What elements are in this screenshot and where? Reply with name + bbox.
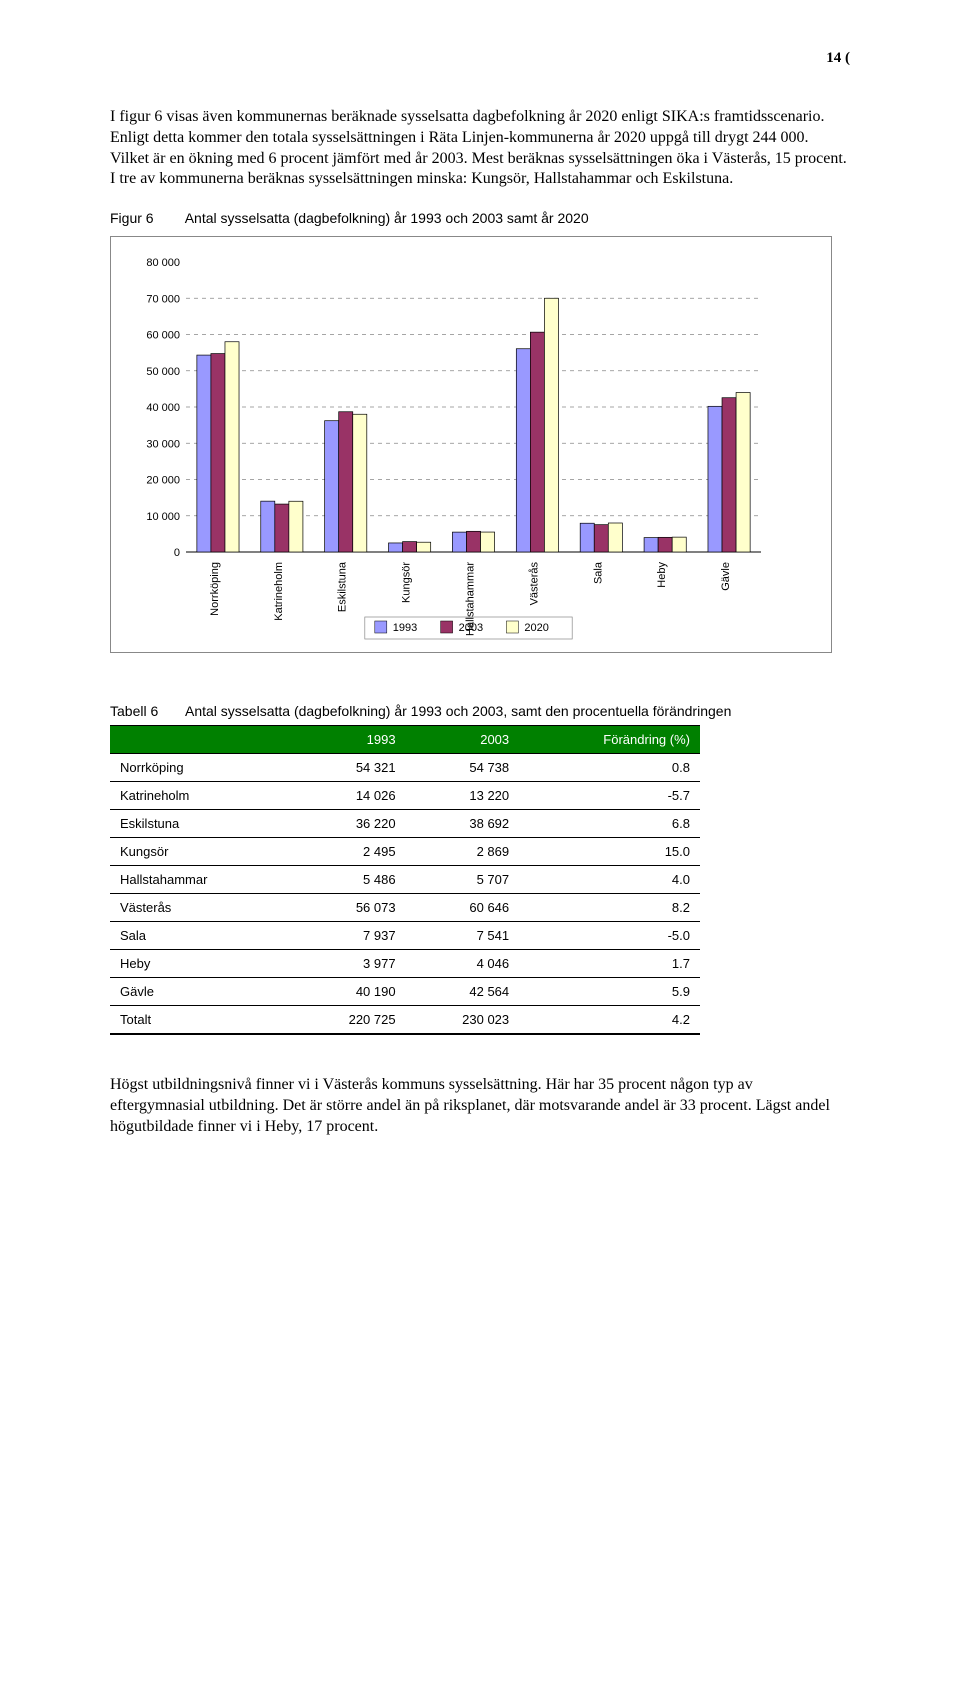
svg-text:2020: 2020 (524, 622, 548, 634)
svg-text:10 000: 10 000 (146, 511, 180, 523)
svg-text:Norrköping: Norrköping (209, 562, 221, 616)
paragraph-2: Högst utbildningsnivå finner vi i Väster… (110, 1075, 850, 1137)
table-row: Norrköping54 32154 7380.8 (110, 754, 700, 782)
paragraph-1: I figur 6 visas även kommunernas beräkna… (110, 107, 850, 190)
svg-text:1993: 1993 (393, 622, 417, 634)
table-row: Västerås56 07360 6468.2 (110, 894, 700, 922)
table-row: Eskilstuna36 22038 6926.8 (110, 810, 700, 838)
figure6-caption: Figur 6 Antal sysselsatta (dagbefolkning… (110, 210, 850, 226)
svg-text:Eskilstuna: Eskilstuna (337, 561, 349, 612)
table-header: Förändring (%) (519, 726, 700, 754)
table6-label: Tabell 6 (110, 703, 185, 719)
svg-text:Katrineholm: Katrineholm (273, 562, 285, 621)
svg-text:Västerås: Västerås (528, 562, 540, 606)
figure6-chart: 0 10 000 20 000 30 000 40 000 50 000 60 000 70 … (131, 257, 771, 647)
figure6-chart-container: 0 10 000 20 000 30 000 40 000 50 000 60 000 70 … (110, 236, 832, 653)
table-header (110, 726, 292, 754)
table-row: Totalt220 725230 0234.2 (110, 1006, 700, 1035)
table6-title: Antal sysselsatta (dagbefolkning) år 199… (185, 703, 731, 719)
table-row: Gävle40 19042 5645.9 (110, 978, 700, 1006)
svg-text:2003: 2003 (459, 622, 483, 634)
svg-text:Heby: Heby (656, 562, 668, 588)
svg-text:80 000: 80 000 (146, 257, 180, 269)
svg-text:Kungsör: Kungsör (401, 562, 413, 603)
page: 14 ( I figur 6 visas även kommunernas be… (0, 0, 960, 1236)
svg-text:20 000: 20 000 (146, 475, 180, 487)
svg-text:Sala: Sala (592, 561, 604, 584)
table-row: Heby3 9774 0461.7 (110, 950, 700, 978)
table6: 19932003Förändring (%)Norrköping54 32154… (110, 725, 700, 1035)
svg-text:50 000: 50 000 (146, 366, 180, 378)
table-row: Hallstahammar5 4865 7074.0 (110, 866, 700, 894)
svg-text:40 000: 40 000 (146, 402, 180, 414)
table-header: 2003 (406, 726, 520, 754)
table-row: Kungsör2 4952 86915.0 (110, 838, 700, 866)
svg-text:0: 0 (174, 547, 180, 559)
figure6-label: Figur 6 (110, 210, 154, 226)
table-header: 1993 (292, 726, 406, 754)
figure6-title: Antal sysselsatta (dagbefolkning) år 199… (185, 210, 589, 226)
svg-text:60 000: 60 000 (146, 330, 180, 342)
svg-text:30 000: 30 000 (146, 438, 180, 450)
table-row: Katrineholm14 02613 220-5.7 (110, 782, 700, 810)
page-number: 14 ( (110, 50, 850, 67)
table-row: Sala7 9377 541-5.0 (110, 922, 700, 950)
table6-caption: Tabell 6 Antal sysselsatta (dagbefolknin… (110, 703, 850, 719)
svg-text:Gävle: Gävle (720, 562, 732, 591)
svg-text:70 000: 70 000 (146, 293, 180, 305)
